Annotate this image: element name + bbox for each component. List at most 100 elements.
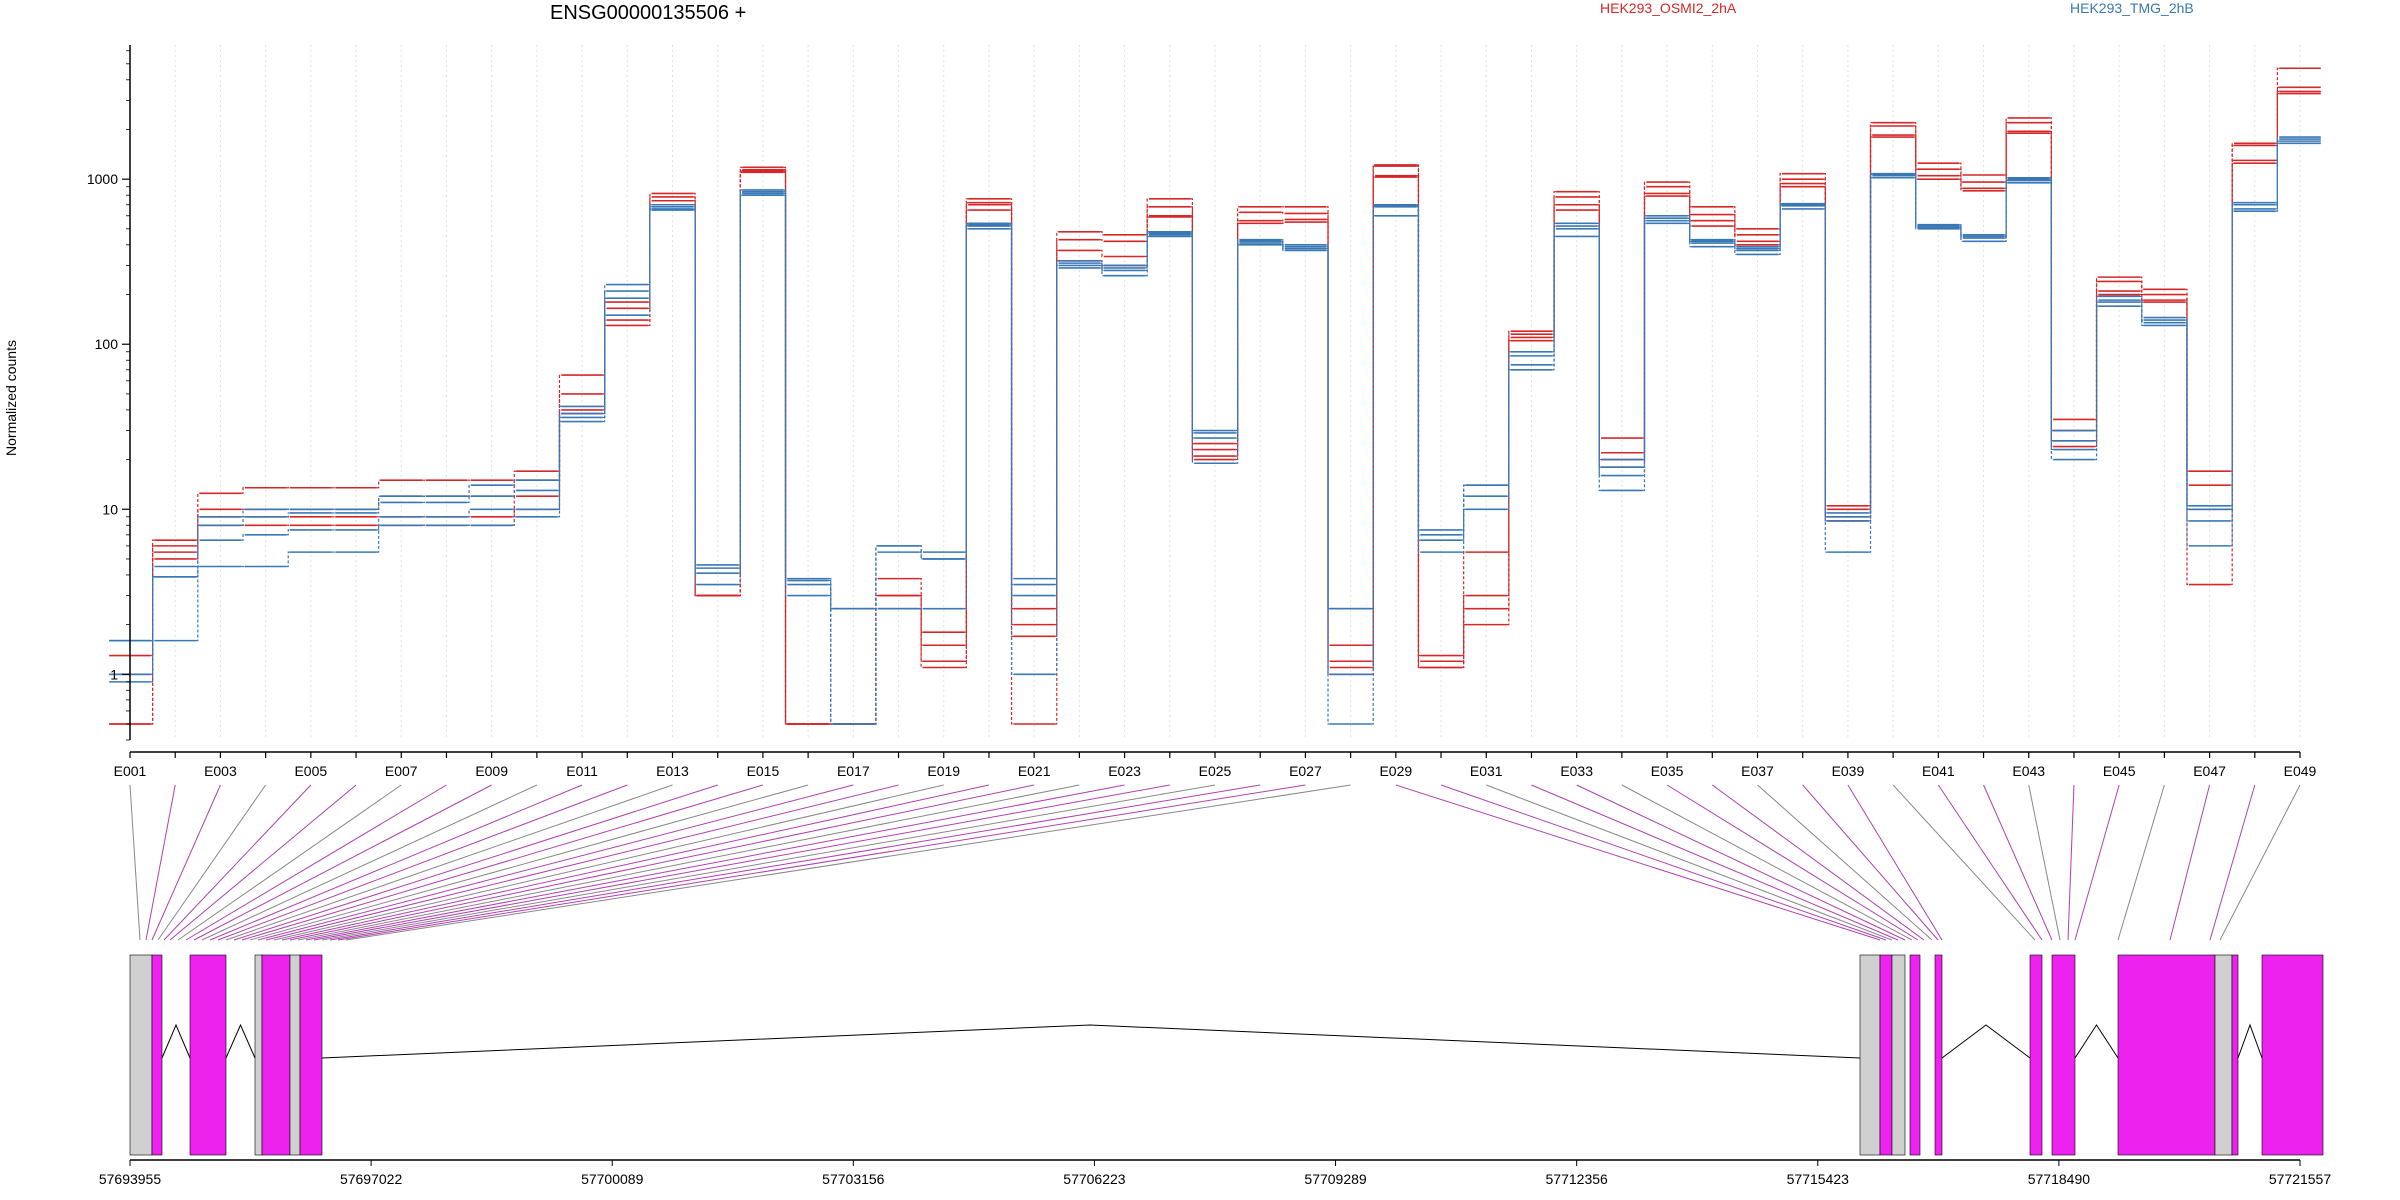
data-connector [1326, 247, 1330, 675]
exon-link [1983, 784, 2053, 941]
data-connector [512, 470, 517, 481]
data-connector [1100, 239, 1104, 242]
data-connector [2185, 319, 2189, 510]
exon-link [2169, 784, 2211, 941]
data-connector [1778, 208, 1782, 256]
data-connector [1371, 164, 1376, 669]
exon-block [1934, 954, 1943, 1156]
data-connector [1868, 173, 1873, 518]
data-connector [512, 516, 517, 526]
y-tick-label: 10 [102, 501, 118, 517]
data-connector [1552, 228, 1556, 366]
data-connector [1416, 205, 1421, 531]
gene-model [129, 954, 2324, 1156]
data-connector [2185, 288, 2189, 586]
axes: 1 10 100 1000 E001 E003 E005 E007 E009 E011 E013 E0… [87, 45, 2317, 779]
data-connector [1281, 211, 1285, 215]
data-connector [1868, 173, 1873, 514]
data-connector [1009, 222, 1014, 580]
data-connector [602, 297, 607, 423]
exon-link [1666, 784, 1919, 941]
data-connector [1281, 239, 1285, 246]
data-connector [2275, 92, 2280, 164]
exon-link [1440, 784, 1887, 941]
exon-link [1576, 784, 1906, 941]
exon-link [329, 784, 1261, 941]
x-tick-label: E025 [1199, 763, 1232, 779]
data-connector [1778, 203, 1782, 248]
data-connector [964, 222, 969, 553]
data-connector [1461, 495, 1466, 541]
exon-link [1847, 784, 1943, 941]
data-connector [783, 194, 788, 582]
data-connector [2139, 295, 2144, 319]
legend-item-osmi2: HEK293_OSMI2_2hA [1600, 0, 1737, 16]
x-tick-label: E003 [204, 763, 237, 779]
data-connector [512, 495, 517, 518]
data-connector [1687, 215, 1692, 241]
data-connector [693, 209, 697, 586]
data-connector [1100, 260, 1104, 267]
x-tick-label: E045 [2103, 763, 2136, 779]
genomic-tick-label: 57712356 [1546, 1171, 1609, 1187]
data-connector [286, 551, 291, 568]
exon-link [1711, 784, 1925, 941]
x-tick-label: E007 [385, 763, 418, 779]
exon-link [151, 784, 221, 941]
exon-block [2117, 954, 2216, 1156]
x-tick-label: E037 [1741, 763, 1774, 779]
x-tick-label: E015 [747, 763, 780, 779]
data-connector [1959, 228, 1963, 242]
data-connector [2004, 177, 2008, 236]
x-tick-label: E011 [566, 763, 598, 779]
exon-link [345, 784, 1351, 941]
data-connector [2049, 177, 2054, 432]
data-connector [376, 495, 381, 510]
data-connector [376, 516, 381, 531]
data-connector [2094, 305, 2099, 461]
exon-block [254, 954, 263, 1156]
data-connector [2230, 202, 2234, 507]
data-connector [1416, 175, 1421, 662]
data-connector [1642, 181, 1647, 439]
exon-link [249, 784, 809, 941]
x-tick-label: E013 [656, 763, 689, 779]
data-connector [1823, 204, 1828, 518]
data-connector [1687, 217, 1692, 242]
x-tick-label: E019 [927, 763, 960, 779]
exon-link [2209, 784, 2256, 941]
data-connector [2004, 178, 2008, 238]
data-connector [919, 594, 923, 669]
x-tick-label: E017 [837, 763, 870, 779]
y-tick-label: 1000 [87, 171, 118, 187]
data-connector [1190, 206, 1195, 451]
data-connector [467, 484, 471, 497]
exon-link [241, 784, 764, 941]
exon-link [337, 784, 1306, 941]
data-connector [874, 551, 878, 725]
data-connector [1371, 175, 1376, 662]
exon-block [1879, 954, 1893, 1156]
x-tick-label: E023 [1108, 763, 1141, 779]
data-connector [1642, 215, 1647, 461]
exon-link [129, 784, 141, 941]
data-connector [919, 545, 923, 553]
data-connector [1823, 205, 1828, 522]
x-tick-label: E047 [2193, 763, 2226, 779]
data-connector [1190, 232, 1195, 434]
data-connector [467, 508, 471, 518]
data-connector [286, 529, 291, 536]
data-connector [964, 202, 969, 646]
data-connector [2004, 132, 2008, 192]
chart-title: ENSG00000135506 + [550, 2, 747, 24]
data-connector [2275, 67, 2280, 144]
data-connector [1687, 195, 1692, 227]
data-connector [1281, 242, 1285, 250]
data-connector [1461, 608, 1466, 662]
data-connector [150, 565, 155, 683]
exon-block [2214, 954, 2233, 1156]
exon-link [321, 784, 1216, 941]
exon-block [289, 954, 301, 1156]
exon-link [145, 784, 176, 941]
data-connector [1100, 267, 1104, 277]
